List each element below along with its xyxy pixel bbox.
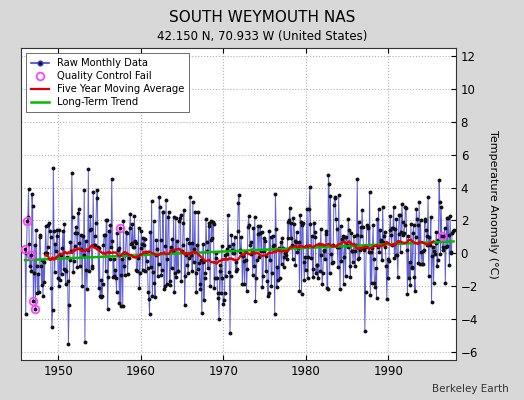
Y-axis label: Temperature Anomaly (°C): Temperature Anomaly (°C) [487,130,498,278]
Text: 42.150 N, 70.933 W (United States): 42.150 N, 70.933 W (United States) [157,30,367,43]
Text: Berkeley Earth: Berkeley Earth [432,384,508,394]
Text: SOUTH WEYMOUTH NAS: SOUTH WEYMOUTH NAS [169,10,355,25]
Legend: Raw Monthly Data, Quality Control Fail, Five Year Moving Average, Long-Term Tren: Raw Monthly Data, Quality Control Fail, … [26,53,189,112]
